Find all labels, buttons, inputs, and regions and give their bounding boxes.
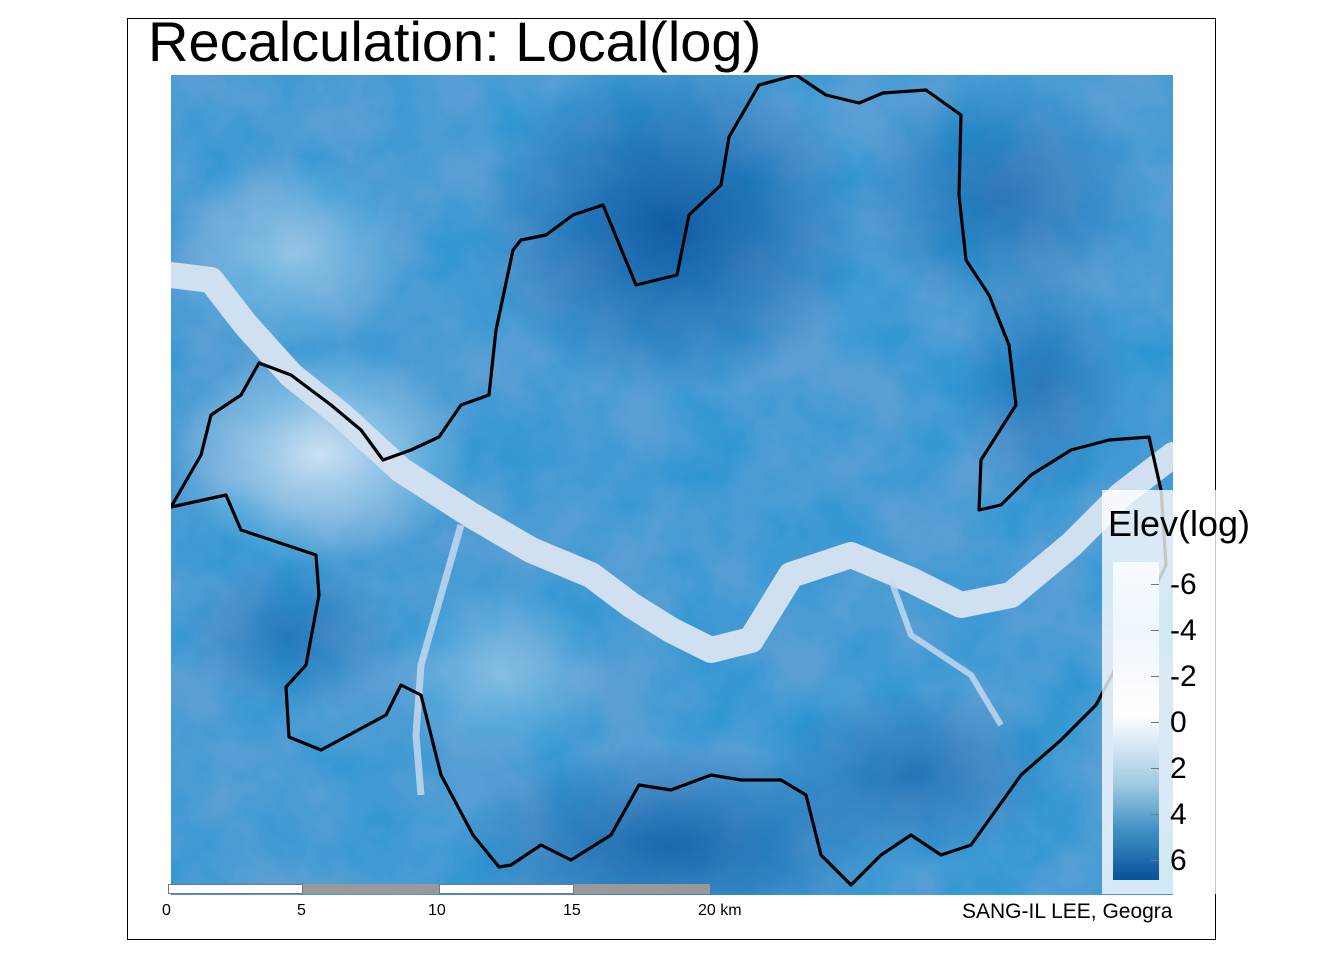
mountain-northeast — [851, 75, 1151, 315]
scale-bar-segment — [168, 884, 303, 894]
scale-bar — [168, 884, 710, 894]
credit-text: SANG-IL LEE, Geogra — [962, 900, 1173, 923]
scale-bar-label: 10 — [428, 902, 446, 919]
map-frame — [127, 18, 1216, 940]
legend-label: 2 — [1170, 752, 1187, 785]
legend-tick — [1151, 722, 1159, 723]
lowland-west — [171, 345, 471, 565]
legend-tick — [1151, 630, 1159, 631]
scale-bar-segment — [439, 884, 574, 894]
legend-tick — [1151, 814, 1159, 815]
legend-tick — [1151, 860, 1159, 861]
legend-tick — [1151, 768, 1159, 769]
elevation-map — [171, 75, 1173, 895]
map-title: Recalculation: Local(log) — [148, 10, 762, 73]
legend-label: -6 — [1170, 568, 1197, 601]
legend-tick — [1151, 676, 1159, 677]
scale-bar-segment — [303, 884, 439, 894]
scale-bar-label: 5 — [297, 902, 306, 919]
scale-bar-label: 20 km — [698, 902, 742, 919]
legend-label: 0 — [1170, 706, 1187, 739]
scale-bar-label: 0 — [162, 902, 171, 919]
scale-bar-label: 15 — [563, 902, 581, 919]
mountain-southeast — [761, 685, 1061, 865]
legend-title: Elev(log) — [1108, 503, 1251, 544]
tributary-south — [412, 524, 465, 796]
scale-bar-segment — [574, 884, 710, 894]
legend-label: 6 — [1170, 844, 1187, 877]
mountain-west — [181, 555, 401, 715]
credit-clip: SANG-IL LEE, Geogra — [127, 18, 1214, 940]
legend-label: 4 — [1170, 798, 1187, 831]
tributary-east — [888, 578, 1004, 727]
legend-label: -4 — [1170, 614, 1197, 647]
mountain-north — [471, 75, 871, 395]
legend-label: -2 — [1170, 660, 1197, 693]
lowland-south — [391, 585, 611, 765]
legend-tick — [1151, 584, 1159, 585]
legend-color-bar — [1113, 562, 1159, 880]
